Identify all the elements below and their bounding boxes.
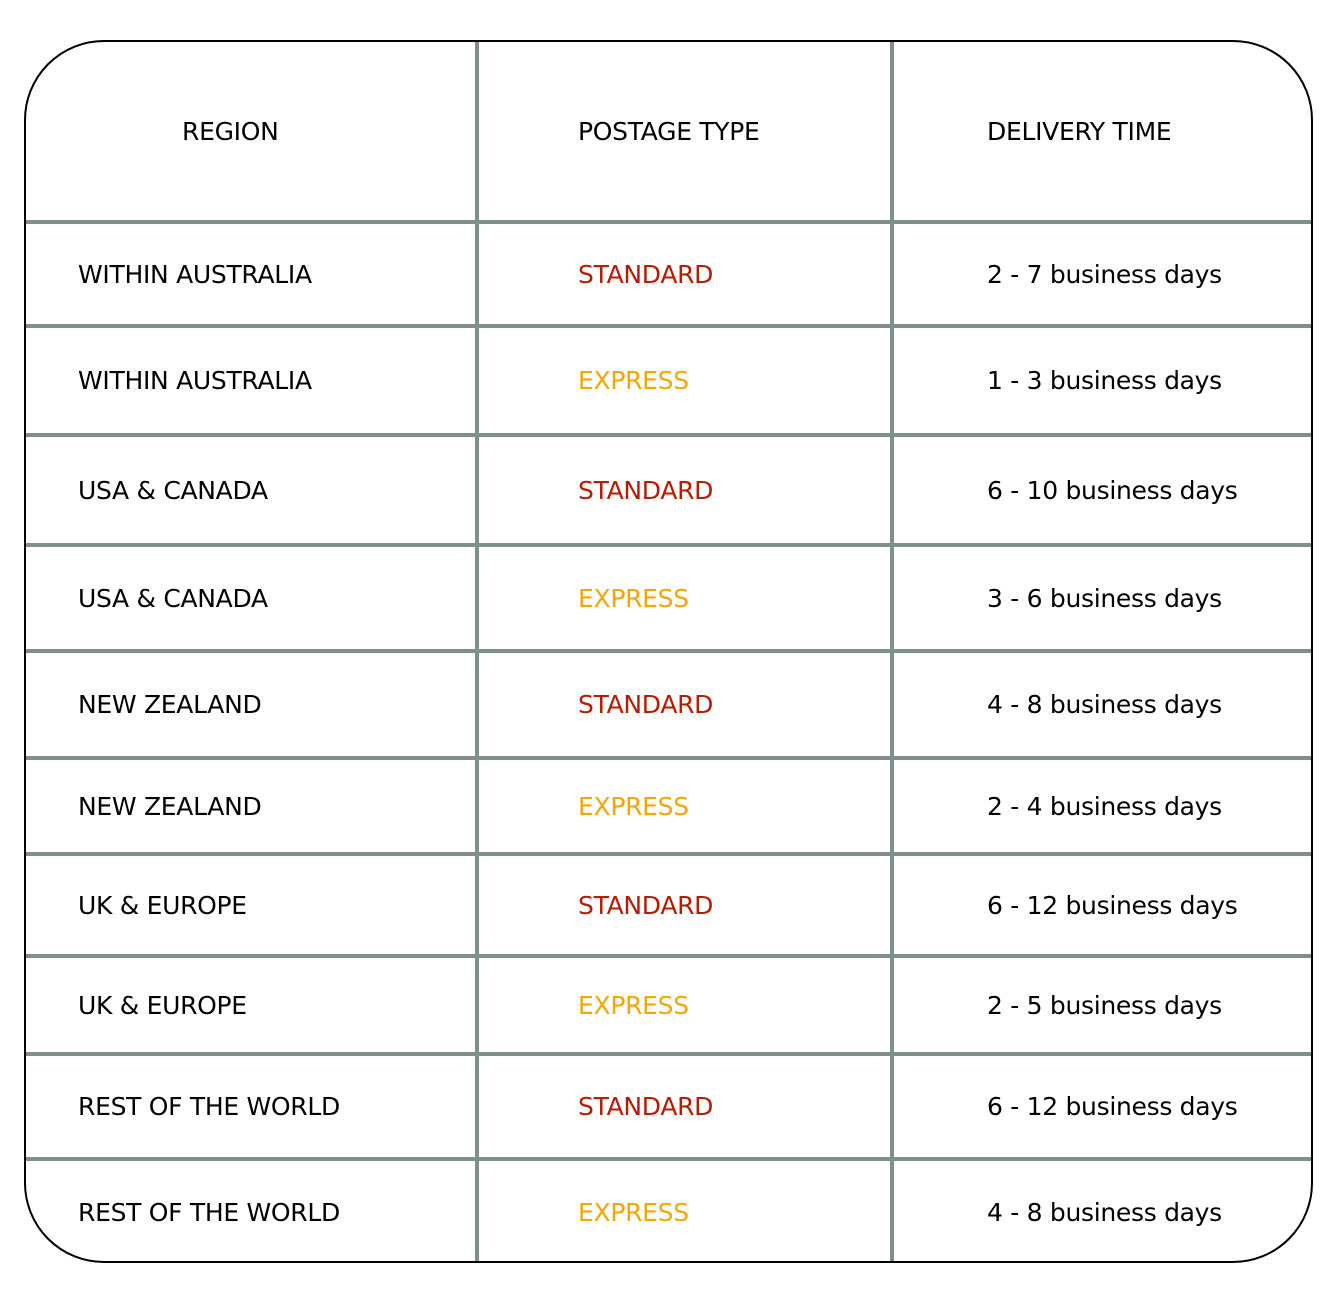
table-row: REST OF THE WORLD STANDARD 6 - 12 business… — [26, 1052, 1311, 1157]
postage-type-cell: STANDARD — [578, 890, 714, 920]
postage-type-cell: EXPRESS — [578, 1197, 689, 1227]
delivery-time-cell: 6 - 12 business days — [987, 1092, 1238, 1121]
delivery-time-cell: 2 - 5 business days — [987, 990, 1222, 1020]
table-row: REST OF THE WORLD EXPRESS 4 - 8 business d… — [26, 1157, 1311, 1261]
region-cell: USA & CANADA — [78, 583, 268, 613]
region-cell: UK & EUROPE — [78, 890, 247, 920]
postage-type-cell: EXPRESS — [578, 366, 689, 395]
delivery-time-cell: 1 - 3 business days — [987, 366, 1222, 395]
delivery-time-cell: 2 - 4 business days — [987, 791, 1222, 821]
delivery-time-cell: 6 - 12 business days — [987, 890, 1238, 920]
postage-type-cell: EXPRESS — [578, 791, 689, 821]
table-row: USA & CANADA STANDARD 6 - 10 business days — [26, 433, 1311, 543]
postage-type-cell: STANDARD — [578, 1092, 714, 1121]
region-cell: WITHIN AUSTRALIA — [78, 259, 312, 289]
header-postage-type: POSTAGE TYPE — [578, 116, 760, 146]
delivery-time-cell: 4 - 8 business days — [987, 1197, 1222, 1227]
delivery-time-cell: 6 - 10 business days — [987, 475, 1238, 505]
table-row: NEW ZEALAND EXPRESS 2 - 4 business days — [26, 756, 1311, 852]
postage-type-cell: EXPRESS — [578, 583, 689, 613]
postage-type-cell: EXPRESS — [578, 990, 689, 1020]
table-row: UK & EUROPE EXPRESS 2 - 5 business days — [26, 954, 1311, 1052]
table-row: UK & EUROPE STANDARD 6 - 12 business days — [26, 852, 1311, 954]
region-cell: NEW ZEALAND — [78, 791, 262, 821]
table-row: WITHIN AUSTRALIA EXPRESS 1 - 3 business da… — [26, 324, 1311, 433]
region-cell: UK & EUROPE — [78, 990, 247, 1020]
region-cell: WITHIN AUSTRALIA — [78, 366, 312, 395]
shipping-table: REGION POSTAGE TYPE DELIVERY TIME WITHIN… — [24, 40, 1313, 1263]
region-cell: REST OF THE WORLD — [78, 1092, 340, 1121]
delivery-time-cell: 3 - 6 business days — [987, 583, 1222, 613]
postage-type-cell: STANDARD — [578, 475, 714, 505]
header-delivery-time: DELIVERY TIME — [987, 116, 1172, 146]
column-divider — [890, 42, 894, 1261]
header-row: REGION POSTAGE TYPE DELIVERY TIME — [26, 42, 1311, 220]
region-cell: USA & CANADA — [78, 475, 268, 505]
table-row: USA & CANADA EXPRESS 3 - 6 business days — [26, 543, 1311, 649]
header-region: REGION — [182, 116, 279, 146]
delivery-time-cell: 2 - 7 business days — [987, 259, 1222, 289]
column-divider — [475, 42, 479, 1261]
table-row: NEW ZEALAND STANDARD 4 - 8 business days — [26, 649, 1311, 756]
postage-type-cell: STANDARD — [578, 690, 714, 719]
table-row: WITHIN AUSTRALIA STANDARD 2 - 7 business d… — [26, 220, 1311, 324]
postage-type-cell: STANDARD — [578, 259, 714, 289]
delivery-time-cell: 4 - 8 business days — [987, 690, 1222, 719]
region-cell: NEW ZEALAND — [78, 690, 262, 719]
region-cell: REST OF THE WORLD — [78, 1197, 340, 1227]
